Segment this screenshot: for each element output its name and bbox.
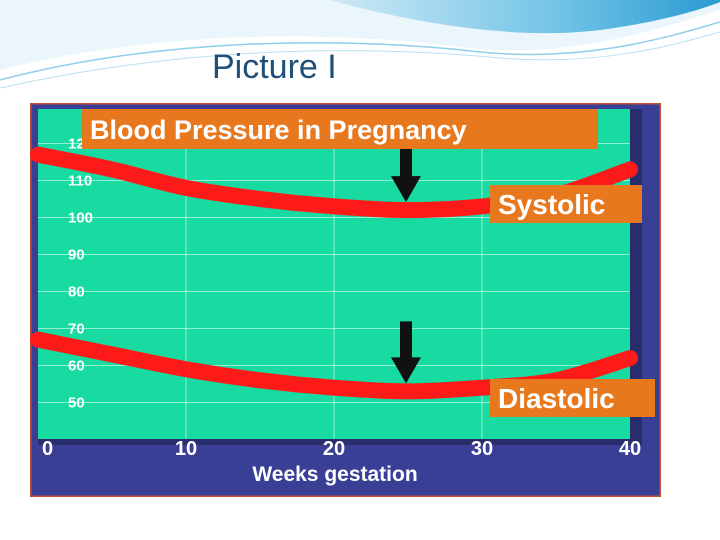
slide-header-swoosh — [0, 0, 720, 89]
chart-title: Blood Pressure in Pregnancy — [90, 115, 467, 145]
y-tick-labels: 12 110 100 90 80 70 60 50 — [68, 136, 93, 412]
y-tick-label: 12 — [68, 136, 85, 153]
y-tick-label: 50 — [68, 395, 85, 412]
y-tick-label: 80 — [68, 284, 85, 301]
x-tick-label: 40 — [619, 438, 641, 460]
x-tick-labels: 0 10 20 30 40 — [42, 438, 641, 460]
slide-title: Picture I — [212, 48, 337, 86]
annotation-arrows — [391, 140, 421, 384]
diastolic-label: Diastolic — [498, 383, 615, 414]
x-axis-label: Weeks gestation — [252, 463, 417, 486]
arrow-systolic — [391, 140, 421, 203]
y-tick-label: 110 — [68, 173, 92, 190]
x-tick-label: 0 — [42, 438, 53, 460]
x-tick-label: 30 — [471, 438, 493, 460]
chart-svg: 12 110 100 90 80 70 60 50 0 10 20 30 40 Blood Press… — [30, 103, 661, 497]
chart-title-background — [82, 109, 598, 149]
x-tick-label: 10 — [175, 438, 197, 460]
systolic-label-background — [490, 185, 642, 223]
chart-title-box: Blood Pressure in Pregnancy — [82, 109, 598, 149]
legend-label-systolic: Systolic — [490, 185, 642, 223]
x-axis-bar — [38, 439, 642, 445]
y-tick-label: 100 — [68, 210, 93, 227]
arrow-diastolic — [391, 321, 421, 384]
legend-label-diastolic: Diastolic — [490, 379, 655, 417]
y-tick-label: 90 — [68, 247, 85, 264]
x-tick-label: 20 — [323, 438, 345, 460]
diastolic-label-background — [490, 379, 655, 417]
y-tick-label: 70 — [68, 321, 85, 338]
chart: 12 110 100 90 80 70 60 50 0 10 20 30 40 Blood Press… — [30, 103, 661, 497]
y-tick-label: 60 — [68, 358, 85, 375]
systolic-label: Systolic — [498, 189, 605, 220]
